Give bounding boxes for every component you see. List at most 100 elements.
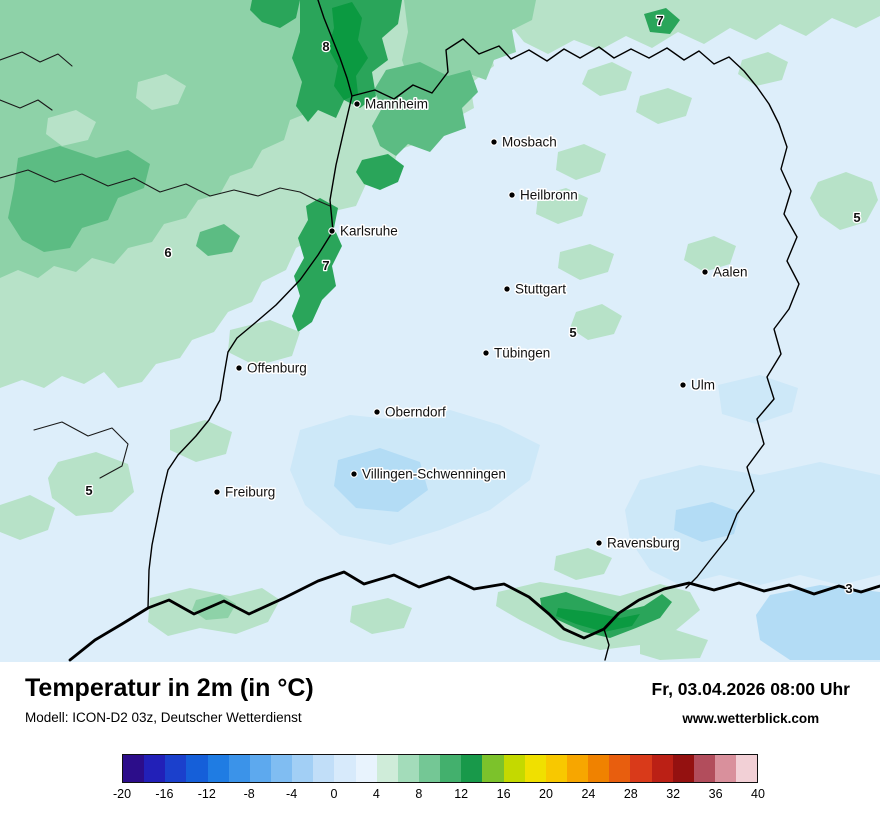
border-line-bregenz bbox=[603, 628, 610, 661]
shade-blob bbox=[350, 598, 412, 634]
legend-color-cell bbox=[207, 755, 229, 782]
shade-blob bbox=[356, 154, 404, 190]
legend-color-cell bbox=[672, 755, 694, 782]
temperature-shading bbox=[0, 0, 880, 660]
shade-blob bbox=[810, 172, 878, 230]
weather-map: 8 7 6 7 5 5 5 3 Mannheim Mosbach Heilbronn Karlsru… bbox=[0, 0, 880, 662]
legend-tick-label: 16 bbox=[496, 787, 511, 801]
legend-color-cell bbox=[418, 755, 441, 782]
city-marker: Ravensburg bbox=[595, 534, 681, 552]
city-dot bbox=[595, 539, 603, 547]
city-label: Freiburg bbox=[225, 485, 275, 500]
title-row: Temperatur in 2m (in °C) Modell: ICON-D2… bbox=[0, 674, 880, 726]
legend-bar bbox=[122, 754, 758, 783]
shade-blob bbox=[328, 2, 368, 100]
city-dot bbox=[373, 408, 381, 416]
shade-blob bbox=[582, 62, 632, 96]
shade-blob bbox=[718, 375, 798, 424]
weather-map-svg: 8 7 6 7 5 5 5 3 Mannheim Mosbach Heilbronn Karlsru… bbox=[0, 0, 880, 662]
shade-blob bbox=[170, 420, 232, 462]
website-url: www.wetterblick.com bbox=[682, 711, 820, 726]
legend-color-cell bbox=[545, 755, 567, 782]
political-borders bbox=[0, 0, 880, 662]
shade-blob bbox=[558, 244, 614, 280]
city-label: Stuttgart bbox=[515, 282, 566, 297]
city-label: Mosbach bbox=[502, 135, 557, 150]
city-label: Offenburg bbox=[247, 361, 307, 376]
legend-color-cell bbox=[588, 755, 610, 782]
legend-color-cell bbox=[693, 755, 715, 782]
legend-color-cell bbox=[440, 755, 462, 782]
legend-tick-label: 24 bbox=[581, 787, 596, 801]
city-label: Heilbronn bbox=[520, 188, 578, 203]
legend-color-cell bbox=[397, 755, 419, 782]
shade-blob bbox=[570, 304, 622, 340]
city-dot bbox=[701, 268, 709, 276]
shade-blob bbox=[540, 592, 672, 638]
city-dot bbox=[213, 488, 221, 496]
title-block: Temperatur in 2m (in °C) Modell: ICON-D2… bbox=[25, 674, 314, 725]
city-marker: Villingen-Schwenningen bbox=[350, 465, 507, 483]
shade-blob bbox=[738, 52, 788, 86]
legend-tick-label: -20 bbox=[112, 787, 132, 801]
city-marker: Karlsruhe bbox=[328, 222, 399, 240]
legend-color-cell bbox=[355, 755, 377, 782]
shade-blob bbox=[554, 548, 612, 580]
legend-color-cell bbox=[376, 755, 398, 782]
city-marker: Heilbronn bbox=[508, 186, 579, 204]
legend-color-cell bbox=[461, 755, 483, 782]
legend-tick-label: 0 bbox=[330, 787, 338, 801]
city-dot bbox=[350, 470, 358, 478]
shade-blob bbox=[508, 0, 880, 54]
legend-tick-label: 36 bbox=[708, 787, 723, 801]
shade-blob bbox=[250, 0, 300, 28]
shade-blob bbox=[372, 62, 478, 156]
temperature-value-label: 3 bbox=[845, 581, 852, 596]
legend-color-cell bbox=[714, 755, 737, 782]
temperature-value-label: 7 bbox=[322, 258, 329, 273]
shade-blob bbox=[228, 320, 300, 366]
cities-layer: Mannheim Mosbach Heilbronn Karlsruhe Stuttga… bbox=[213, 95, 749, 552]
datetime-block: Fr, 03.04.2026 08:00 Uhr www.wetterblick… bbox=[652, 679, 850, 726]
legend-color-cell bbox=[566, 755, 589, 782]
shade-blob bbox=[756, 585, 880, 660]
city-marker: Mosbach bbox=[490, 133, 558, 151]
legend-color-cell bbox=[186, 755, 208, 782]
shade-blob bbox=[334, 448, 428, 512]
shade-blob bbox=[46, 110, 96, 146]
legend-tick-label: -12 bbox=[197, 787, 216, 801]
shade-blob bbox=[136, 74, 186, 110]
legend-tick-label: -4 bbox=[286, 787, 298, 801]
temperature-value-label: 6 bbox=[164, 245, 171, 260]
temperature-value-label: 5 bbox=[85, 483, 92, 498]
legend-tick-label: -16 bbox=[155, 787, 174, 801]
city-marker: Aalen bbox=[701, 263, 749, 281]
shade-blob bbox=[674, 502, 740, 542]
temperature-legend: -20 -16 -12 -8 -4 0 4 8 12 16 20 24 28 32 36 40 bbox=[113, 754, 765, 805]
legend-color-cell bbox=[270, 755, 293, 782]
legend-tick-label: 20 bbox=[539, 787, 553, 801]
legend-tick-label: -8 bbox=[243, 787, 255, 801]
city-marker: Ulm bbox=[679, 376, 717, 394]
city-dot bbox=[679, 381, 687, 389]
city-dot bbox=[235, 364, 243, 372]
legend-tick-label: 28 bbox=[623, 787, 638, 801]
city-dot bbox=[490, 138, 498, 146]
legend-ticks: -20 -16 -12 -8 -4 0 4 8 12 16 20 24 28 32 36 40 bbox=[113, 787, 765, 805]
city-marker: Stuttgart bbox=[503, 280, 568, 298]
temperature-value-label: 8 bbox=[322, 39, 329, 54]
shade-blob bbox=[636, 88, 692, 124]
legend-color-cell bbox=[651, 755, 673, 782]
legend-color-cell bbox=[123, 755, 145, 782]
legend-color-cell bbox=[609, 755, 631, 782]
border-line-west bbox=[0, 169, 331, 207]
shade-blob bbox=[640, 630, 708, 660]
city-dot bbox=[503, 285, 511, 293]
page-title: Temperatur in 2m (in °C) bbox=[25, 674, 314, 702]
legend-color-cell bbox=[165, 755, 187, 782]
city-dot bbox=[508, 191, 516, 199]
legend-color-cell bbox=[524, 755, 546, 782]
legend-tick-label: 12 bbox=[454, 787, 469, 801]
city-label: Tübingen bbox=[494, 346, 550, 361]
legend-color-cell bbox=[228, 755, 250, 782]
